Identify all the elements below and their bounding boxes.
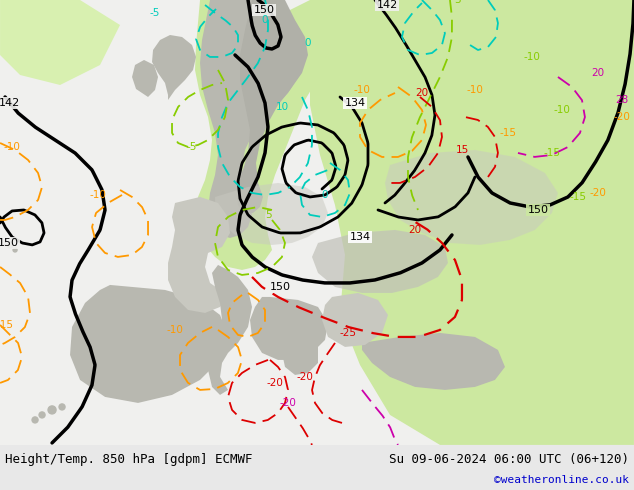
Text: 28: 28: [616, 95, 628, 105]
Polygon shape: [322, 293, 388, 347]
Text: -20: -20: [590, 188, 606, 198]
Polygon shape: [132, 60, 158, 97]
Polygon shape: [310, 0, 634, 445]
Text: 0: 0: [262, 15, 268, 25]
Text: 10: 10: [275, 102, 288, 112]
Polygon shape: [200, 0, 300, 238]
Text: 20: 20: [415, 88, 429, 98]
Text: -10: -10: [4, 142, 20, 152]
Text: -10: -10: [467, 85, 483, 95]
Polygon shape: [385, 150, 558, 245]
Polygon shape: [312, 230, 448, 293]
Text: Height/Temp. 850 hPa [gdpm] ECMWF: Height/Temp. 850 hPa [gdpm] ECMWF: [5, 453, 252, 466]
Text: 0: 0: [321, 190, 328, 200]
Text: 5: 5: [265, 210, 271, 220]
Text: -5: -5: [187, 142, 197, 152]
Polygon shape: [195, 0, 360, 270]
Polygon shape: [168, 197, 230, 313]
Circle shape: [59, 404, 65, 410]
Circle shape: [39, 412, 45, 418]
Text: -5: -5: [150, 8, 160, 18]
Circle shape: [48, 406, 56, 414]
Text: -15: -15: [500, 128, 517, 138]
Text: 150: 150: [0, 238, 18, 248]
Polygon shape: [152, 35, 196, 100]
Text: -15: -15: [0, 320, 13, 330]
Text: 0: 0: [305, 38, 311, 48]
Text: -20: -20: [280, 398, 297, 408]
Text: -20: -20: [614, 112, 630, 122]
Text: 134: 134: [344, 98, 366, 108]
Text: -20: -20: [266, 378, 283, 388]
Polygon shape: [208, 265, 252, 395]
Polygon shape: [215, 183, 328, 245]
Text: 150: 150: [269, 282, 290, 292]
Text: 5: 5: [455, 0, 462, 5]
Text: -25: -25: [339, 328, 356, 338]
Text: ©weatheronline.co.uk: ©weatheronline.co.uk: [494, 475, 629, 485]
Text: -10: -10: [354, 85, 370, 95]
Circle shape: [13, 248, 17, 252]
Polygon shape: [0, 0, 120, 85]
Text: -15: -15: [569, 192, 586, 202]
Text: 150: 150: [527, 205, 548, 215]
Text: Su 09-06-2024 06:00 UTC (06+120): Su 09-06-2024 06:00 UTC (06+120): [389, 453, 629, 466]
Text: -10: -10: [89, 190, 107, 200]
Polygon shape: [400, 0, 634, 65]
Polygon shape: [362, 333, 505, 390]
Circle shape: [32, 417, 38, 423]
Text: -15: -15: [543, 148, 560, 158]
Text: -10: -10: [524, 52, 540, 62]
Polygon shape: [70, 285, 228, 403]
Circle shape: [7, 242, 13, 248]
Text: 150: 150: [254, 5, 275, 15]
Text: 15: 15: [455, 145, 469, 155]
Polygon shape: [237, 0, 308, 213]
Text: 20: 20: [592, 68, 604, 78]
Polygon shape: [250, 297, 328, 360]
Polygon shape: [282, 333, 318, 375]
Text: 142: 142: [377, 0, 398, 10]
Text: -20: -20: [297, 372, 313, 382]
Text: -10: -10: [553, 105, 571, 115]
Text: 134: 134: [349, 232, 370, 242]
Text: 20: 20: [408, 225, 422, 235]
Text: -10: -10: [167, 325, 183, 335]
Text: 142: 142: [0, 98, 20, 108]
